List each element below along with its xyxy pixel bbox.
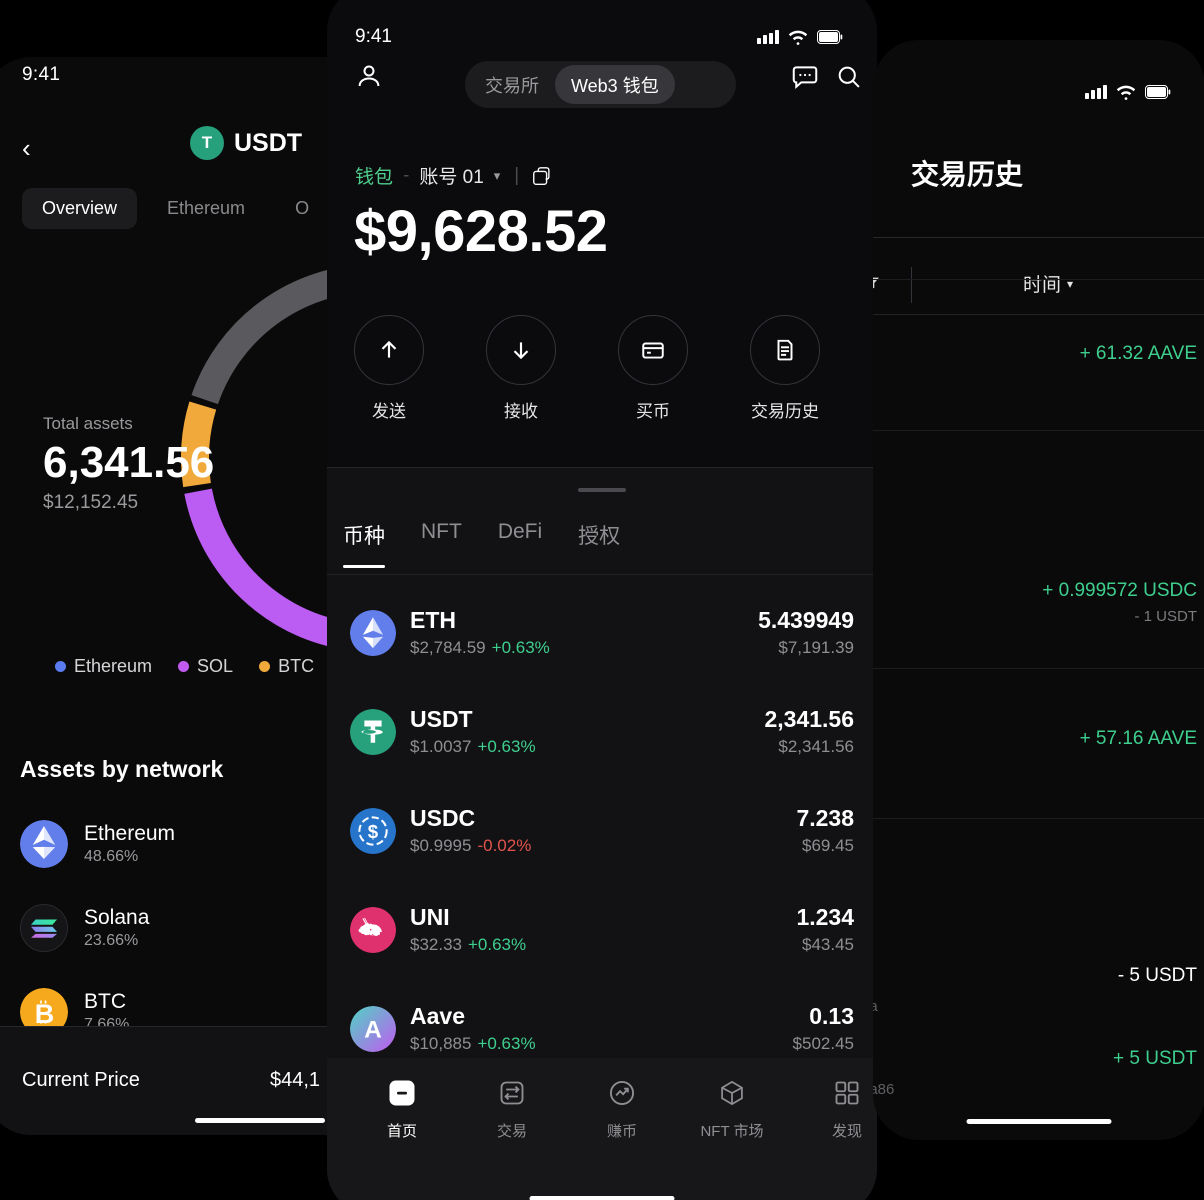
svg-text:B: B	[35, 999, 55, 1029]
svg-text:$: $	[368, 821, 379, 842]
svg-text:A: A	[364, 1016, 382, 1043]
